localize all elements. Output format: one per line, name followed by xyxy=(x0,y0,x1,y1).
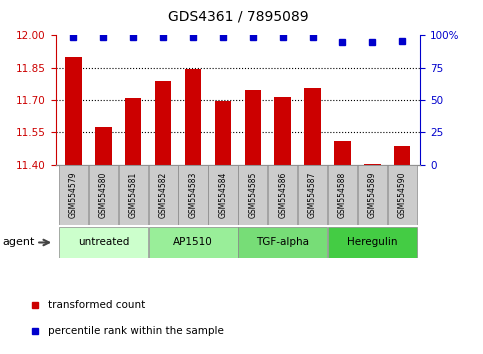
Text: percentile rank within the sample: percentile rank within the sample xyxy=(48,326,224,336)
Bar xyxy=(215,101,231,165)
Bar xyxy=(328,227,417,258)
Bar xyxy=(125,98,142,165)
Bar xyxy=(95,127,112,165)
Text: GSM554581: GSM554581 xyxy=(129,172,138,218)
Bar xyxy=(298,165,327,225)
Text: transformed count: transformed count xyxy=(48,300,145,310)
Text: GSM554584: GSM554584 xyxy=(218,171,227,218)
Text: GSM554585: GSM554585 xyxy=(248,171,257,218)
Bar xyxy=(185,69,201,165)
Bar xyxy=(148,165,178,225)
Text: GDS4361 / 7895089: GDS4361 / 7895089 xyxy=(168,9,308,23)
Bar xyxy=(244,90,261,165)
Bar xyxy=(328,165,357,225)
Bar xyxy=(89,165,118,225)
Text: GSM554586: GSM554586 xyxy=(278,171,287,218)
Bar xyxy=(238,227,327,258)
Text: GSM554579: GSM554579 xyxy=(69,171,78,218)
Text: GSM554588: GSM554588 xyxy=(338,172,347,218)
Text: GSM554587: GSM554587 xyxy=(308,171,317,218)
Bar xyxy=(59,227,148,258)
Text: untreated: untreated xyxy=(78,238,129,247)
Text: AP1510: AP1510 xyxy=(173,238,213,247)
Bar xyxy=(148,227,238,258)
Bar xyxy=(155,81,171,165)
Bar xyxy=(238,165,268,225)
Bar xyxy=(178,165,208,225)
Bar xyxy=(304,88,321,165)
Bar xyxy=(334,141,351,165)
Text: GSM554580: GSM554580 xyxy=(99,171,108,218)
Bar xyxy=(59,165,88,225)
Text: GSM554589: GSM554589 xyxy=(368,171,377,218)
Text: GSM554582: GSM554582 xyxy=(158,172,168,218)
Bar xyxy=(65,57,82,165)
Text: GSM554590: GSM554590 xyxy=(398,171,407,218)
Text: GSM554583: GSM554583 xyxy=(188,171,198,218)
Bar xyxy=(364,164,381,165)
Bar xyxy=(274,97,291,165)
Text: agent: agent xyxy=(2,238,35,247)
Text: Heregulin: Heregulin xyxy=(347,238,398,247)
Bar xyxy=(394,146,411,165)
Bar xyxy=(358,165,387,225)
Bar xyxy=(388,165,417,225)
Bar xyxy=(119,165,148,225)
Bar xyxy=(208,165,238,225)
Bar xyxy=(268,165,298,225)
Text: TGF-alpha: TGF-alpha xyxy=(256,238,309,247)
